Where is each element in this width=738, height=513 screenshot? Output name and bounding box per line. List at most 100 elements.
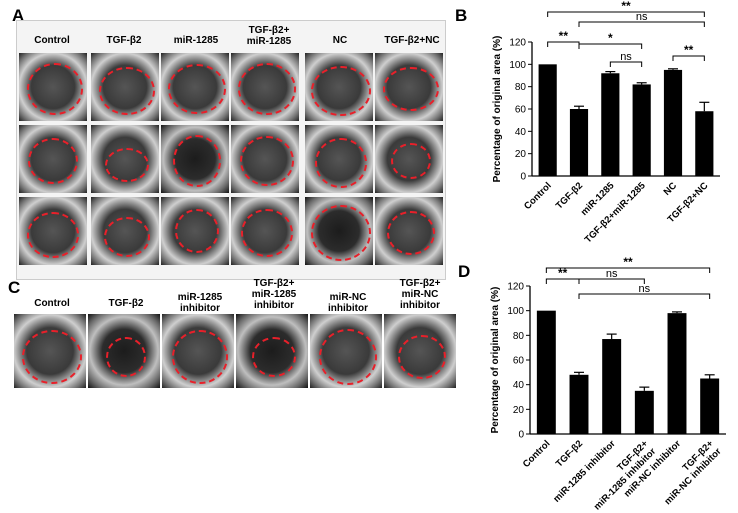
y-tick-label: 120 — [507, 282, 524, 293]
column-header-nc: NC — [332, 35, 348, 46]
wound-outline — [27, 212, 79, 258]
wound-outline — [105, 148, 149, 182]
wound-outline — [315, 138, 367, 188]
significance-label: ** — [621, 0, 631, 13]
panel-label-b: B — [455, 6, 468, 25]
column-header-tgf-b2-nc: TGF-β2+NC — [384, 35, 440, 46]
wound-outline — [104, 217, 150, 257]
significance-label: ** — [558, 266, 568, 280]
y-tick-label: 20 — [513, 405, 525, 416]
column-header-tgf-b2: TGF-β2 — [106, 35, 142, 46]
significance-bracket — [578, 278, 645, 284]
well-photo — [162, 314, 234, 388]
wound-outline — [172, 330, 228, 384]
y-tick-label: 80 — [513, 331, 525, 342]
y-tick-label: 100 — [507, 306, 524, 317]
y-axis-title: Percentage of original area (%) — [490, 287, 501, 434]
column-header-tgf-b2: TGF-β2 — [108, 298, 144, 309]
significance-bracket — [547, 11, 705, 17]
wound-outline — [391, 143, 431, 179]
well-photo — [161, 53, 229, 121]
x-tick-label: NC — [662, 180, 680, 198]
well-photo — [305, 53, 373, 121]
wound-outline — [27, 63, 83, 115]
y-tick-label: 120 — [509, 38, 526, 49]
bar — [634, 390, 654, 434]
bar — [601, 73, 620, 176]
well-photo — [161, 197, 229, 265]
well-photo — [305, 125, 373, 193]
bar — [667, 313, 687, 434]
y-tick-label: 0 — [518, 430, 524, 441]
x-tick-label: Control — [522, 180, 554, 212]
well-photo — [88, 314, 160, 388]
column-header-tgf-b2-mir-1285-inhibitor: TGF-β2+ miR-1285 inhibitor — [251, 278, 297, 311]
column-header-control: Control — [34, 298, 70, 309]
significance-bracket — [609, 61, 643, 67]
wound-outline — [238, 63, 296, 115]
bar — [632, 84, 651, 176]
bar — [602, 339, 622, 434]
well-photo — [19, 53, 87, 121]
well-photo — [19, 197, 87, 265]
wound-outline — [398, 335, 446, 379]
well-photo — [310, 314, 382, 388]
significance-label: * — [608, 31, 613, 45]
well-photo — [236, 314, 308, 388]
significance-bracket — [578, 43, 643, 49]
significance-label: ns — [606, 268, 618, 280]
column-header-control: Control — [34, 35, 70, 46]
well-photo — [305, 197, 373, 265]
panel-label-c: C — [8, 278, 21, 297]
wound-outline — [252, 337, 296, 377]
significance-label: ** — [684, 43, 694, 57]
column-header-mir-1285: miR-1285 — [173, 35, 219, 46]
significance-bracket — [578, 293, 711, 299]
x-tick-label: TGF-β2+miR-1285 — [583, 180, 649, 246]
wound-outline — [22, 330, 82, 384]
wound-outline — [311, 205, 371, 261]
y-tick-label: 60 — [513, 356, 525, 367]
well-photo — [161, 125, 229, 193]
y-tick-label: 60 — [515, 105, 527, 116]
wound-outline — [106, 337, 146, 377]
significance-label: ns — [620, 51, 632, 63]
well-photo — [384, 314, 456, 388]
wound-outline — [28, 138, 78, 184]
wound-outline — [319, 329, 377, 385]
y-tick-label: 80 — [515, 82, 527, 93]
x-tick-label: Control — [521, 438, 553, 470]
significance-label: ** — [623, 255, 633, 269]
bar — [569, 109, 589, 176]
photo-grid-a: Control TGF-β2 miR-1285 TGF-β2+ miR-1285… — [16, 20, 446, 280]
significance-label: ns — [639, 283, 651, 295]
bar — [569, 374, 589, 434]
bar — [663, 69, 683, 176]
well-photo — [91, 197, 159, 265]
bar — [536, 310, 556, 434]
significance-bracket — [578, 21, 705, 27]
column-header-tgf-b2-mir-1285: TGF-β2+ miR-1285 — [246, 25, 292, 47]
bar-chart-b: 0 20 40 60 80 100 120 Percentage of original ar… — [492, 0, 720, 245]
column-header-mir-1285-inhibitor: miR-1285 inhibitor — [177, 292, 223, 314]
well-photo — [14, 314, 86, 388]
column-header-mir-nc-inhibitor: miR-NC inhibitor — [328, 292, 368, 314]
wound-outline — [383, 67, 439, 111]
wound-outline — [175, 209, 219, 253]
wound-outline — [168, 64, 226, 114]
significance-bracket — [672, 55, 705, 61]
y-tick-label: 100 — [509, 60, 526, 71]
y-axis-title: Percentage of original area (%) — [492, 36, 503, 183]
y-tick-label: 20 — [515, 149, 527, 160]
well-photo — [231, 197, 299, 265]
significance-label: ** — [559, 29, 569, 43]
y-tick-label: 40 — [513, 380, 525, 391]
significance-label: ns — [636, 11, 648, 23]
photo-grid-c: Control TGF-β2 miR-1285 inhibitor TGF-β2… — [14, 278, 456, 390]
wound-outline — [99, 67, 155, 115]
well-photo — [91, 125, 159, 193]
wound-outline — [173, 135, 221, 187]
well-photo — [231, 53, 299, 121]
well-photo — [231, 125, 299, 193]
y-tick-label: 0 — [520, 172, 526, 183]
